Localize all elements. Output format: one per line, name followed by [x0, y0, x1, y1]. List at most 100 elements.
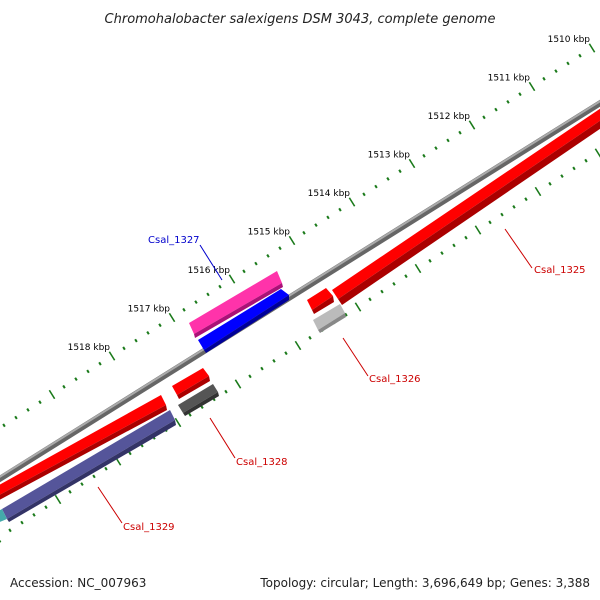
gene-csal-1328-feature[interactable]	[172, 368, 210, 399]
tick-labels: 1510 kbp 1511 kbp 1512 kbp 1513 kbp 1514 kbp…	[68, 35, 591, 353]
inner-major-tick	[594, 148, 600, 158]
outer-minor-tick	[302, 230, 306, 235]
outer-minor-tick	[314, 223, 318, 227]
outer-major-tick	[228, 274, 236, 284]
outer-minor-tick	[446, 138, 450, 143]
inner-minor-tick	[488, 220, 492, 225]
inner-minor-tick	[284, 351, 288, 356]
inner-minor-tick	[248, 374, 252, 379]
inner-major-tick	[0, 539, 2, 543]
gene-features	[0, 102, 600, 526]
outer-minor-tick	[14, 415, 18, 420]
outer-minor-tick	[362, 192, 366, 197]
inner-minor-tick	[572, 166, 576, 171]
inner-minor-tick	[560, 174, 564, 178]
outer-major-tick	[348, 197, 356, 207]
outer-minor-tick	[578, 53, 582, 58]
outer-minor-tick	[338, 207, 342, 212]
gene-label-csal-1326[interactable]: Csal_1326	[369, 374, 421, 385]
gene-csal-1329-red-feature[interactable]	[0, 395, 167, 505]
tick-label: 1510 kbp	[548, 35, 591, 45]
outer-minor-tick	[2, 423, 6, 428]
inner-major-tick	[294, 340, 302, 351]
outer-minor-tick	[146, 331, 150, 335]
inner-minor-tick	[44, 505, 48, 510]
genome-stats-text: Topology: circular; Length: 3,696,649 bp…	[260, 576, 590, 590]
inner-minor-tick	[224, 389, 228, 394]
gene-csal-1328-gray-feature[interactable]	[178, 384, 219, 416]
outer-minor-tick	[98, 361, 102, 366]
gene-label-csal-1329[interactable]: Csal_1329	[123, 522, 175, 533]
tick-label: 1517 kbp	[128, 305, 171, 315]
outer-minor-tick	[254, 261, 258, 266]
outer-major-tick	[588, 43, 596, 53]
inner-minor-tick	[272, 359, 276, 363]
outer-minor-tick	[134, 338, 138, 343]
outer-minor-tick	[494, 107, 498, 112]
inner-minor-tick	[92, 474, 96, 479]
outer-minor-tick	[38, 400, 42, 405]
gene-csal-1326-gray-feature[interactable]	[313, 304, 346, 333]
outer-major-tick	[108, 351, 116, 361]
outer-major-tick	[408, 158, 416, 169]
outer-minor-tick	[554, 69, 558, 73]
inner-minor-tick	[104, 466, 108, 471]
inner-minor-tick	[404, 274, 408, 279]
inner-minor-tick	[380, 289, 384, 294]
inner-major-tick	[354, 302, 362, 312]
inner-minor-tick	[512, 205, 516, 209]
map-title: Chromohalobacter salexigens DSM 3043, co…	[105, 12, 496, 27]
inner-minor-tick	[500, 212, 504, 217]
inner-major-tick	[474, 225, 482, 235]
outer-minor-tick	[194, 300, 198, 304]
inner-minor-tick	[428, 258, 432, 263]
inner-major-tick	[414, 263, 422, 274]
inner-minor-tick	[20, 520, 24, 525]
inner-minor-tick	[260, 366, 264, 371]
inner-minor-tick	[8, 528, 12, 533]
tick-label: 1513 kbp	[368, 151, 411, 161]
inner-minor-tick	[308, 335, 312, 340]
gene-csal-1327-pink-feature[interactable]	[189, 271, 283, 338]
inner-minor-tick	[584, 158, 588, 163]
tick-label: 1515 kbp	[248, 228, 291, 238]
outer-tick-track	[2, 43, 596, 428]
outer-minor-tick	[518, 92, 522, 97]
outer-minor-tick	[86, 369, 90, 374]
outer-minor-tick	[566, 61, 570, 66]
gene-csal-1325-feature[interactable]	[332, 102, 600, 305]
outer-minor-tick	[182, 307, 186, 312]
tick-label: 1511 kbp	[488, 74, 531, 84]
outer-major-tick	[48, 389, 56, 400]
outer-minor-tick	[122, 346, 126, 351]
outer-major-tick	[168, 312, 176, 323]
genome-backbone	[0, 99, 600, 483]
outer-major-tick	[528, 81, 536, 92]
gene-label-csal-1327[interactable]: Csal_1327	[148, 235, 200, 246]
gene-label-csal-1325[interactable]: Csal_1325	[534, 265, 586, 276]
outer-minor-tick	[206, 292, 210, 297]
gene-csal-1329-feature[interactable]	[0, 410, 176, 526]
inner-minor-tick	[452, 243, 456, 248]
outer-minor-tick	[482, 115, 486, 120]
gene-label-csal-1328[interactable]: Csal_1328	[236, 457, 288, 468]
tick-label: 1514 kbp	[308, 189, 351, 199]
inner-minor-tick	[344, 312, 348, 317]
inner-major-tick	[234, 379, 242, 389]
inner-major-tick	[174, 417, 182, 428]
inner-major-tick	[54, 494, 62, 505]
outer-minor-tick	[62, 384, 66, 389]
outer-minor-tick	[398, 169, 402, 174]
outer-minor-tick	[506, 100, 510, 104]
gene-csal-1327-feature[interactable]	[198, 289, 289, 353]
inner-minor-tick	[188, 412, 192, 417]
inner-minor-tick	[368, 297, 372, 302]
outer-minor-tick	[386, 177, 390, 181]
gene-csal-1326-feature[interactable]	[307, 288, 334, 314]
inner-minor-tick	[464, 235, 468, 240]
outer-major-tick	[468, 120, 476, 130]
tick-label: 1518 kbp	[68, 343, 111, 353]
inner-minor-tick	[128, 451, 132, 456]
outer-minor-tick	[434, 146, 438, 150]
